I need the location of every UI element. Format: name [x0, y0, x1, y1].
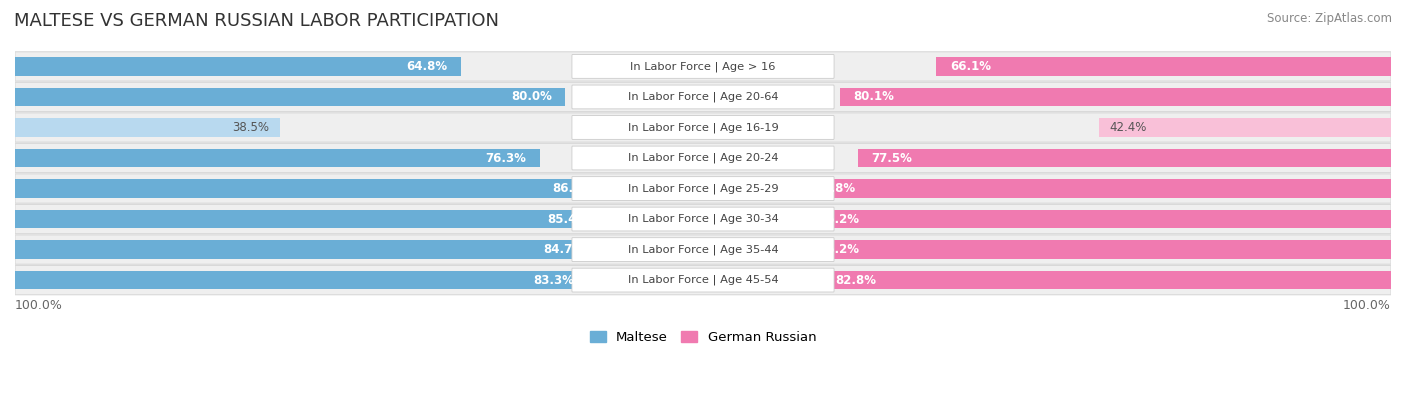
Text: 84.7%: 84.7% — [543, 243, 583, 256]
FancyBboxPatch shape — [15, 204, 1391, 234]
Text: 83.3%: 83.3% — [533, 274, 574, 287]
Bar — [15, 57, 461, 75]
Text: MALTESE VS GERMAN RUSSIAN LABOR PARTICIPATION: MALTESE VS GERMAN RUSSIAN LABOR PARTICIP… — [14, 12, 499, 30]
FancyBboxPatch shape — [15, 113, 1391, 142]
Bar — [858, 149, 1391, 167]
FancyBboxPatch shape — [15, 235, 1391, 264]
Text: 66.1%: 66.1% — [950, 60, 991, 73]
Bar — [15, 271, 588, 289]
FancyBboxPatch shape — [15, 82, 1391, 112]
FancyBboxPatch shape — [15, 52, 1391, 81]
Text: 86.0%: 86.0% — [553, 182, 593, 195]
Bar — [15, 118, 280, 137]
FancyBboxPatch shape — [15, 265, 1391, 295]
FancyBboxPatch shape — [572, 238, 834, 261]
Text: 76.3%: 76.3% — [485, 152, 526, 164]
Bar — [15, 179, 606, 198]
Bar — [936, 57, 1391, 75]
FancyBboxPatch shape — [15, 174, 1391, 203]
Text: In Labor Force | Age 20-64: In Labor Force | Age 20-64 — [627, 92, 779, 102]
Bar — [804, 210, 1391, 228]
Bar — [800, 179, 1391, 198]
Bar — [15, 241, 598, 259]
Bar — [15, 210, 603, 228]
Text: 42.4%: 42.4% — [1109, 121, 1147, 134]
Text: 77.5%: 77.5% — [872, 152, 912, 164]
Text: 82.8%: 82.8% — [835, 274, 876, 287]
Legend: Maltese, German Russian: Maltese, German Russian — [585, 325, 821, 349]
Text: 64.8%: 64.8% — [406, 60, 447, 73]
Text: 85.2%: 85.2% — [818, 213, 859, 226]
FancyBboxPatch shape — [572, 85, 834, 109]
Text: In Labor Force | Age > 16: In Labor Force | Age > 16 — [630, 61, 776, 71]
Text: 100.0%: 100.0% — [1343, 299, 1391, 312]
FancyBboxPatch shape — [572, 116, 834, 139]
Text: In Labor Force | Age 30-34: In Labor Force | Age 30-34 — [627, 214, 779, 224]
Text: In Labor Force | Age 20-24: In Labor Force | Age 20-24 — [627, 153, 779, 163]
FancyBboxPatch shape — [572, 146, 834, 170]
Text: 85.4%: 85.4% — [548, 213, 589, 226]
FancyBboxPatch shape — [15, 143, 1391, 173]
Text: In Labor Force | Age 25-29: In Labor Force | Age 25-29 — [627, 183, 779, 194]
Bar — [804, 241, 1391, 259]
Bar — [1099, 118, 1391, 137]
Text: In Labor Force | Age 35-44: In Labor Force | Age 35-44 — [627, 245, 779, 255]
Text: Source: ZipAtlas.com: Source: ZipAtlas.com — [1267, 12, 1392, 25]
Bar — [15, 88, 565, 106]
FancyBboxPatch shape — [572, 177, 834, 200]
FancyBboxPatch shape — [572, 207, 834, 231]
Text: 100.0%: 100.0% — [15, 299, 63, 312]
Text: In Labor Force | Age 45-54: In Labor Force | Age 45-54 — [627, 275, 779, 285]
Text: 38.5%: 38.5% — [232, 121, 270, 134]
Bar — [839, 88, 1391, 106]
Bar — [821, 271, 1391, 289]
FancyBboxPatch shape — [572, 268, 834, 292]
Text: 85.2%: 85.2% — [818, 243, 859, 256]
FancyBboxPatch shape — [572, 55, 834, 78]
Text: 85.8%: 85.8% — [814, 182, 856, 195]
Text: 80.1%: 80.1% — [853, 90, 894, 103]
Bar — [15, 149, 540, 167]
Text: 80.0%: 80.0% — [510, 90, 551, 103]
Text: In Labor Force | Age 16-19: In Labor Force | Age 16-19 — [627, 122, 779, 133]
